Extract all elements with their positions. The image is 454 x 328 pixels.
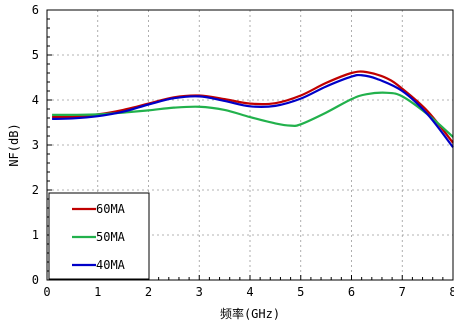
x-tick-label: 8 [449,285,454,299]
x-tick-label: 0 [43,285,50,299]
series-line-60ma [52,70,454,144]
x-tick-label: 7 [399,285,406,299]
y-tick-label: 1 [32,228,39,242]
series-line-40ma [52,73,454,148]
x-tick-label: 2 [145,285,152,299]
x-tick-label: 4 [246,285,253,299]
y-tick-label: 4 [32,93,39,107]
x-tick-label: 3 [196,285,203,299]
x-tick-label: 1 [94,285,101,299]
x-tick-label: 6 [348,285,355,299]
y-tick-label: 2 [32,183,39,197]
grid [47,10,453,280]
y-tick-label: 0 [32,273,39,287]
legend-box [48,192,150,280]
legend: 60MA 50MA 40MA [48,192,150,280]
x-tick-labels: 0 1 2 3 4 5 6 7 8 [43,285,454,299]
y-tick-label: 5 [32,48,39,62]
y-tick-label: 3 [32,138,39,152]
legend-label-40ma: 40MA [96,258,126,272]
x-axis-title: 频率(GHz) [220,306,280,321]
y-tick-labels: 0 1 2 3 4 5 6 [32,3,39,287]
series-lines [52,70,454,148]
legend-label-60ma: 60MA [96,202,126,216]
legend-label-50ma: 50MA [96,230,126,244]
y-tick-label: 6 [32,3,39,17]
x-tick-label: 5 [297,285,304,299]
y-axis-title: NF(dB) [7,123,21,166]
